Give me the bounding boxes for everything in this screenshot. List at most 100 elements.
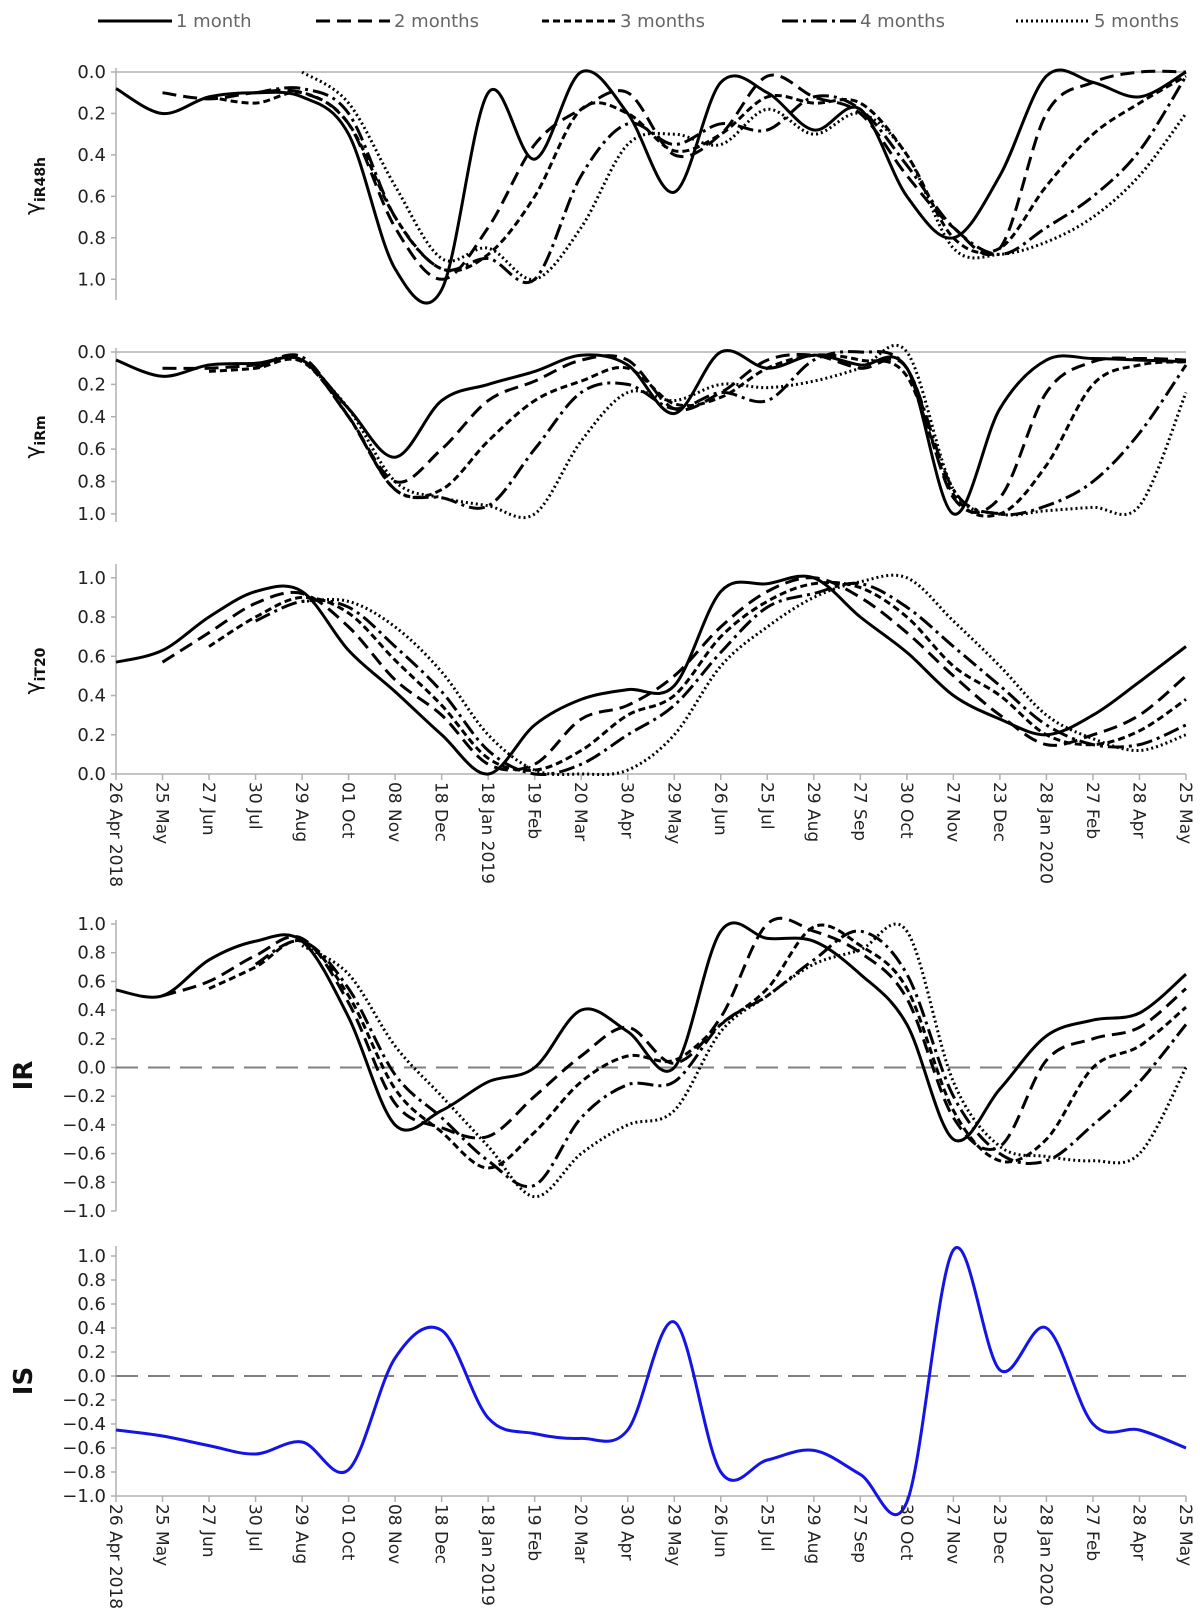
x-tick-label: 25 May xyxy=(1175,782,1195,844)
series-line-5-months xyxy=(302,573,1187,776)
y-tick-label: 1.0 xyxy=(77,1246,106,1267)
legend-swatch-dot xyxy=(1016,19,1090,23)
x-tick-label: 26 Apr 2018 xyxy=(105,782,125,887)
x-tick-label: 25 May xyxy=(152,1504,172,1566)
x-tick-label: 27 Sep xyxy=(849,1504,869,1563)
legend-item-1-month: 1 month xyxy=(96,8,252,34)
y-tick-label: −0.2 xyxy=(62,1390,106,1411)
y-tick-label: −0.8 xyxy=(62,1462,106,1483)
series-line-1-month xyxy=(115,68,1187,305)
x-tick-label: 27 Nov xyxy=(942,782,962,842)
y-tick-label: −1.0 xyxy=(62,1201,106,1222)
series-line-1-month xyxy=(115,921,1187,1143)
x-tick-label: 19 Feb xyxy=(524,1504,544,1561)
y-tick-label: 1.0 xyxy=(77,269,106,290)
y-tick-label: 1.0 xyxy=(77,914,106,935)
x-tick-label: 01 Oct xyxy=(338,1504,358,1561)
x-tick-label: 27 Jun xyxy=(198,1504,218,1558)
series-line-5-months xyxy=(301,922,1188,1199)
x-tick-label: 29 Aug xyxy=(803,782,823,842)
y-tick-label: −0.6 xyxy=(62,1144,106,1165)
x-tick-label: 08 Nov xyxy=(384,1504,404,1564)
y-axis-label: γiRm xyxy=(21,415,49,458)
series-line-4-months xyxy=(255,350,1188,517)
y-axis-label-subscript: iR48h xyxy=(33,157,49,202)
legend-swatch-solid xyxy=(98,19,172,23)
x-tick-label: 30 Oct xyxy=(896,1504,916,1561)
y-axis-label: IS xyxy=(9,1367,39,1395)
y-axis-label-symbol: γ xyxy=(21,446,46,459)
x-tick-label: 29 May xyxy=(663,782,683,844)
x-tick-label: 25 May xyxy=(1175,1504,1195,1566)
series-line-3-months xyxy=(208,580,1187,772)
x-tick-label: 23 Dec xyxy=(989,782,1009,842)
legend-swatch-longdash xyxy=(316,19,390,23)
series-line-2-months xyxy=(162,353,1187,514)
y-tick-label: 0.8 xyxy=(77,228,106,249)
x-tick-label: 30 Jul xyxy=(245,782,265,830)
x-tick-label: 30 Oct xyxy=(896,782,916,839)
y-tick-label: 0.4 xyxy=(77,145,106,166)
legend-item-3-months: 3 months xyxy=(540,8,705,34)
series-line-2-months xyxy=(162,916,1187,1151)
y-tick-label: 0.0 xyxy=(77,1366,106,1387)
legend-item-5-months: 5 months xyxy=(1014,8,1179,34)
x-tick-label: 18 Jan 2019 xyxy=(477,782,497,884)
x-tick-label: 30 Apr xyxy=(617,1504,637,1560)
y-tick-label: 0.4 xyxy=(77,1318,106,1339)
x-tick-label: 28 Jan 2020 xyxy=(1035,782,1055,884)
y-tick-label: 0.0 xyxy=(77,62,106,83)
x-tick-label: 19 Feb xyxy=(524,782,544,839)
y-tick-label: 0.0 xyxy=(77,342,106,363)
x-tick-label: 01 Oct xyxy=(338,782,358,839)
x-tick-label: 29 Aug xyxy=(803,1504,823,1564)
y-axis-label: γiR48h xyxy=(21,157,49,215)
x-tick-label: 27 Sep xyxy=(849,782,869,841)
y-tick-label: 0.6 xyxy=(77,186,106,207)
y-tick-label: 0.2 xyxy=(77,725,106,746)
x-tick-label: 27 Nov xyxy=(942,1504,962,1564)
y-tick-label: 0.2 xyxy=(77,1342,106,1363)
y-tick-label: 0.8 xyxy=(77,607,106,628)
y-tick-label: 0.2 xyxy=(77,103,106,124)
x-tick-label: 27 Jun xyxy=(198,782,218,836)
legend: 1 month 2 months 3 months 4 months 5 mon… xyxy=(0,0,1200,46)
y-tick-label: −0.4 xyxy=(62,1115,106,1136)
x-tick-label: 28 Jan 2020 xyxy=(1035,1504,1055,1606)
series-line xyxy=(115,1245,1187,1517)
y-tick-label: 0.4 xyxy=(77,686,106,707)
series-line-1-month xyxy=(115,349,1187,516)
y-tick-label: 0.8 xyxy=(77,472,106,493)
x-tick-label: 27 Feb xyxy=(1082,1504,1102,1561)
x-tick-label: 28 Apr xyxy=(1128,782,1148,838)
y-tick-label: 0.6 xyxy=(77,971,106,992)
legend-item-2-months: 2 months xyxy=(314,8,479,34)
x-tick-label: 18 Jan 2019 xyxy=(477,1504,497,1606)
y-tick-label: 0.6 xyxy=(77,646,106,667)
y-axis-label-subscript: iT20 xyxy=(33,647,49,681)
y-tick-label: 0.4 xyxy=(77,407,106,428)
y-tick-label: 0.0 xyxy=(77,764,106,785)
y-tick-label: 0.6 xyxy=(77,1294,106,1315)
y-tick-label: −0.6 xyxy=(62,1438,106,1459)
y-tick-label: −0.8 xyxy=(62,1172,106,1193)
x-tick-label: 30 Apr xyxy=(617,782,637,838)
series-line-2-months xyxy=(161,576,1187,772)
x-tick-label: 18 Dec xyxy=(431,1504,451,1564)
x-tick-label: 29 Aug xyxy=(291,782,311,842)
series-line-3-months xyxy=(208,923,1187,1170)
y-tick-label: 1.0 xyxy=(77,568,106,589)
series-line-3-months xyxy=(208,74,1187,273)
x-tick-label: 26 Jun xyxy=(710,1504,730,1558)
y-tick-label: −1.0 xyxy=(62,1486,106,1507)
series-line-5-months xyxy=(301,343,1188,520)
x-tick-label: 26 Jun xyxy=(710,782,730,836)
x-tick-label: 18 Dec xyxy=(431,782,451,842)
legend-label: 5 months xyxy=(1094,10,1179,32)
x-tick-label: 26 Apr 2018 xyxy=(105,1504,125,1609)
series-line-3-months xyxy=(208,353,1187,518)
y-axis-label: γiT20 xyxy=(21,647,49,694)
y-tick-label: 0.8 xyxy=(77,1270,106,1291)
x-tick-label: 23 Dec xyxy=(989,1504,1009,1564)
